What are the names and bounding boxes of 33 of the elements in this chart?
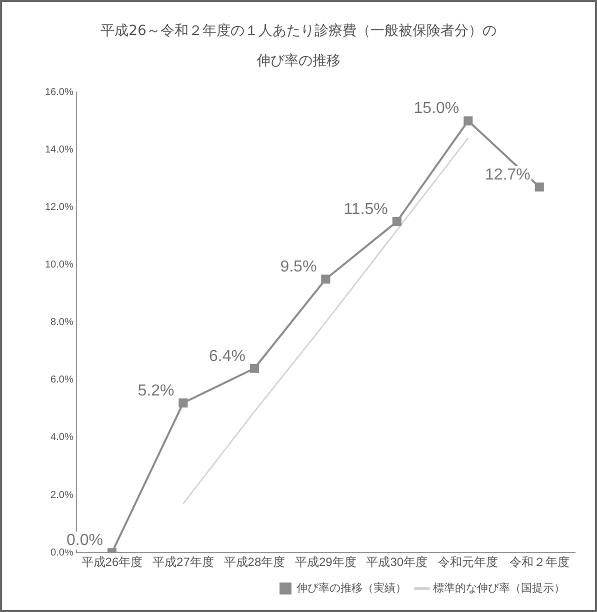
point [178,398,188,408]
y-tick-label: 6.0% [50,374,74,386]
legend-label: 伸び率の推移（実績） [296,582,406,595]
y-tick-label: 8.0% [50,317,74,328]
point [534,182,544,192]
chart-title: 平成26～令和２年度の１人あたり診療費（一般被保険者分）の [100,22,498,41]
x-tick-label: 平成29年度 [295,555,356,570]
y-tick-label: 12.0% [44,202,74,213]
x-tick-label: 令和元年度 [438,555,498,570]
y-tick-label: 10.0% [44,259,74,270]
x-tick-label: 平成28年度 [224,555,286,570]
data-label: 6.4% [208,348,246,365]
point [464,116,473,126]
x-tick-label: 平成30年度 [366,555,428,570]
data-label: 9.5% [280,258,317,276]
x-tick-label: 令和２年度 [509,555,570,570]
y-tick-label: 16.0% [44,86,74,98]
data-label: 11.5% [344,200,388,218]
legend-label: 標準的な伸び率（国提示） [433,582,565,595]
data-label: 15.0% [414,100,460,118]
data-label: 0.0% [66,532,103,550]
data-label: 5.2% [138,382,174,400]
point [321,274,330,284]
data-label: 12.7% [485,166,530,184]
point [250,364,259,373]
x-tick-label: 平成26年度 [81,555,143,570]
y-tick-label: 14.0% [44,144,74,156]
y-tick-label: 4.0% [50,432,74,444]
y-tick-label: 0.0% [50,547,74,558]
x-tick-label: 平成27年度 [152,555,214,570]
chart-subtitle: 伸び率の推移 [256,52,342,71]
y-tick-label: 2.0% [50,490,74,501]
point [392,217,402,226]
